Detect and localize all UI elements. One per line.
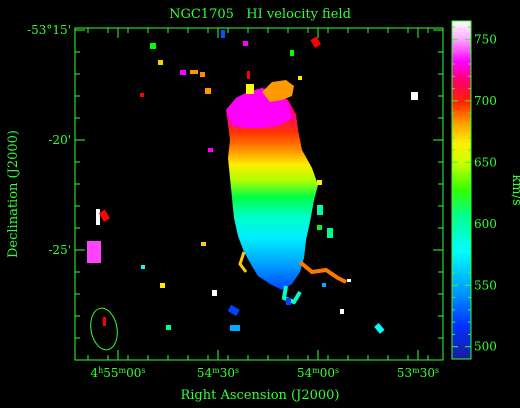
- y-tick-label: -53°15': [27, 23, 71, 37]
- y-axis-ticks: -53°15' -20' -25': [27, 23, 443, 339]
- x-tick-label: 53m30s: [397, 366, 439, 381]
- y-tick-label: -20': [48, 133, 71, 147]
- velocity-map: [87, 30, 418, 351]
- northern-streamer: [262, 80, 294, 102]
- colorbar-tick-label: 550: [474, 278, 497, 292]
- western-filament: [238, 251, 248, 273]
- colorbar-tick-label: 700: [474, 94, 497, 108]
- colorbar-frame: [451, 20, 472, 360]
- x-tick-label: 4h55m00s: [90, 366, 145, 381]
- colorbar-tick-label: 600: [474, 217, 497, 231]
- southern-tail: [298, 260, 347, 284]
- colorbar-gradient: [452, 21, 471, 359]
- y-axis-label: Declination (J2000): [6, 130, 21, 258]
- x-tick-label: 54m00s: [297, 366, 339, 381]
- y-tick-label: -25': [48, 243, 71, 257]
- x-axis-label: Right Ascension (J2000): [180, 388, 339, 403]
- x-tick-label: 54m30s: [197, 366, 239, 381]
- x-axis-ticks: 4h55m00s 54m30s 54m00s 53m30s: [87, 28, 439, 381]
- noise-pixels: [87, 30, 418, 334]
- chart-title: NGC1705 HI velocity field: [169, 7, 351, 22]
- plot-frame: [74, 27, 444, 361]
- colorbar-label: km/s: [509, 174, 520, 205]
- galaxy-velocity-region: [226, 88, 318, 290]
- colorbar-tick-label: 750: [474, 32, 497, 46]
- beam-ellipse: [90, 307, 118, 351]
- colorbar: 500 550 600 650 700 750 km/s: [451, 20, 520, 360]
- colorbar-tick-label: 500: [474, 340, 497, 354]
- colorbar-tick-label: 650: [474, 155, 497, 169]
- colorbar-ticks: 500 550 600 650 700 750: [452, 26, 497, 360]
